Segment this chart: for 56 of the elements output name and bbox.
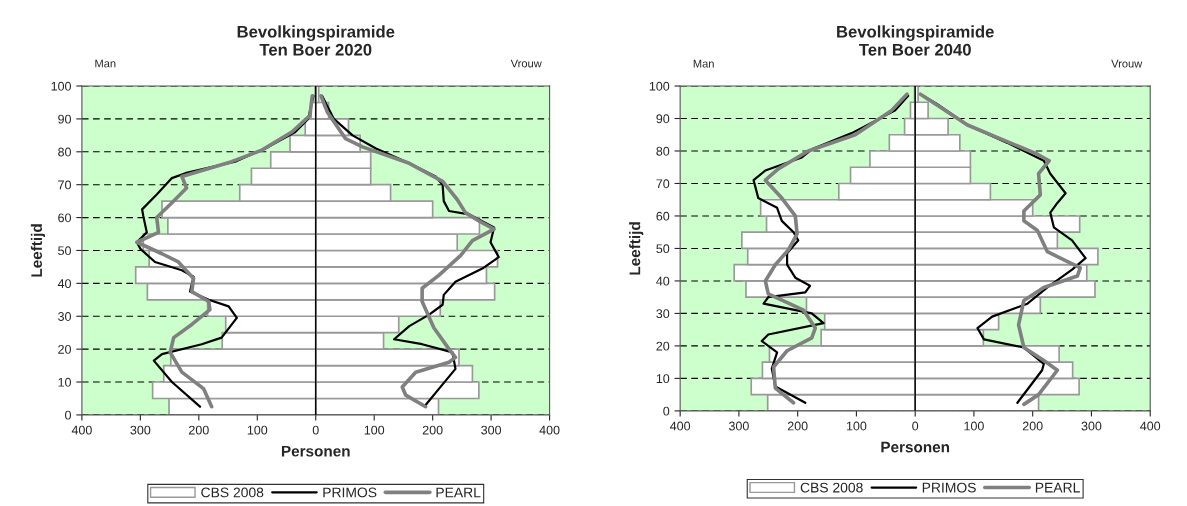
legend-label: CBS 2008 [800,482,863,493]
text: Man [693,59,714,68]
legend-label: PRIMOS [922,482,976,493]
chart-title: Bevolkingspiramide Ten Boer 2040 [837,25,994,56]
x-axis-title: Personen [281,445,350,457]
x-tick-label: 100 [247,425,268,435]
y-tick-label: 50 [656,244,670,254]
y-tick-label: 100 [51,81,71,91]
y-tick-label: 50 [58,246,71,256]
y-tick-label: 10 [58,377,71,387]
x-tick-label: 0 [312,425,319,435]
y-tick-label: 100 [649,81,670,91]
x-tick-label: 300 [130,425,151,435]
y-tick-label: 0 [663,406,670,416]
x-tick-label: 0 [912,421,919,431]
y-tick-label: 40 [57,279,71,289]
x-tick-label: 400 [1140,421,1161,431]
y-tick-label: 70 [58,180,71,190]
legend-label: PRIMOS [323,487,377,498]
x-tick-label: 400 [670,421,691,431]
x-tick-label: 400 [71,425,92,435]
y-tick-label: 10 [656,374,670,384]
x-tick-label: 400 [539,425,560,435]
x-tick-label: 300 [1081,421,1102,431]
x-tick-label: 200 [422,425,443,435]
legend-label: PEARL [436,487,481,498]
x-axis-title: Personen [881,441,950,453]
y-tick-label: 60 [656,211,670,221]
text: Vrouw [1111,59,1143,68]
y-tick-label: 60 [58,213,71,223]
x-tick-label: 100 [364,425,385,435]
x-tick-label: 100 [846,421,867,431]
y-axis-title: Leeftijd [629,222,644,275]
y-tick-label: 0 [65,410,71,420]
y-tick-label: 80 [656,146,670,156]
chart-title: Bevolkingspiramide Ten Boer 2020 [237,25,395,56]
y-tick-label: 30 [58,312,71,321]
x-tick-label: 200 [787,421,808,431]
y-axis-title: Leeftijd [30,224,46,277]
x-tick-label: 300 [481,425,502,435]
x-tick-label: 200 [1022,421,1043,431]
y-tick-label: 40 [656,276,670,286]
x-tick-label: 300 [728,421,749,431]
x-tick-label: 100 [964,421,984,431]
y-tick-label: 90 [656,114,670,124]
y-tick-label: 20 [58,344,71,354]
legend-label: CBS 2008 [201,487,264,498]
y-tick-label: 30 [656,309,670,319]
y-tick-label: 70 [656,179,670,189]
y-tick-label: 80 [58,147,71,157]
text: Vrouw [510,59,542,68]
x-tick-label: 200 [189,425,209,435]
y-tick-label: 20 [656,341,670,351]
legend-label: PEARL [1035,482,1080,493]
text: Man [95,59,116,68]
y-tick-label: 90 [58,114,71,124]
